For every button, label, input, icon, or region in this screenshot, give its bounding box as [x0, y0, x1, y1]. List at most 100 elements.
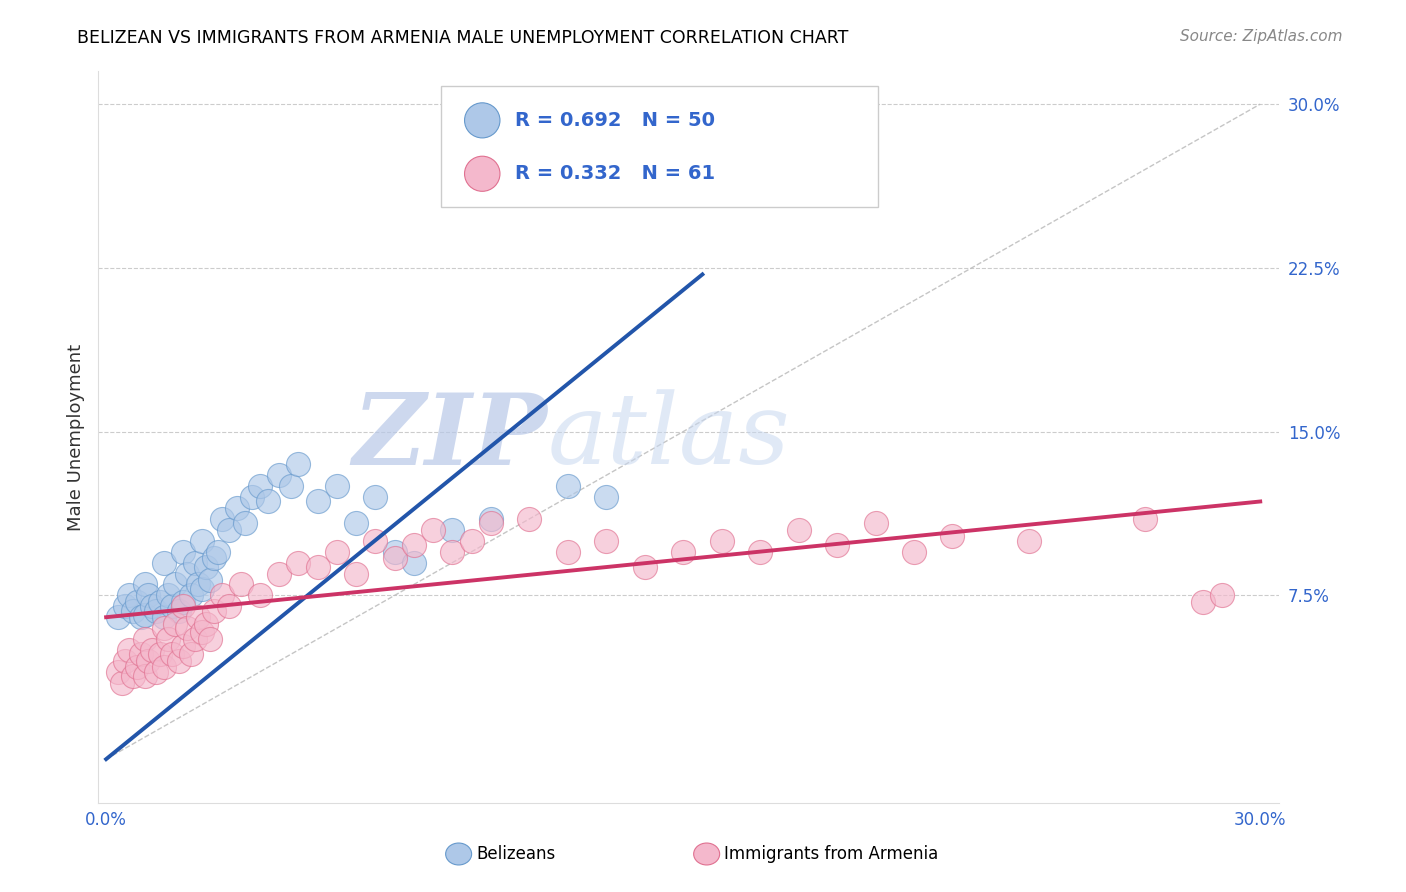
- Point: [229, 577, 252, 591]
- Point: [749, 545, 772, 559]
- Point: [138, 588, 160, 602]
- Point: [941, 529, 963, 543]
- Point: [176, 566, 198, 581]
- Point: [384, 545, 406, 559]
- Point: [256, 494, 278, 508]
- Point: [114, 599, 136, 614]
- Point: [198, 632, 221, 646]
- Point: [167, 654, 190, 668]
- Point: [402, 538, 425, 552]
- Point: [226, 501, 249, 516]
- Point: [249, 479, 271, 493]
- Point: [269, 468, 291, 483]
- Ellipse shape: [464, 103, 501, 138]
- Point: [364, 533, 387, 548]
- Point: [172, 595, 194, 609]
- Point: [269, 566, 291, 581]
- Point: [149, 648, 172, 662]
- Point: [1191, 595, 1213, 609]
- Ellipse shape: [464, 156, 501, 191]
- Point: [422, 523, 444, 537]
- Point: [122, 604, 145, 618]
- Point: [129, 648, 152, 662]
- Point: [110, 675, 132, 690]
- Point: [141, 599, 163, 614]
- Point: [195, 616, 218, 631]
- Point: [211, 588, 233, 602]
- Text: R = 0.692   N = 50: R = 0.692 N = 50: [516, 111, 716, 130]
- Point: [240, 490, 263, 504]
- Point: [364, 490, 387, 504]
- Point: [195, 560, 218, 574]
- Point: [479, 516, 502, 531]
- Point: [384, 551, 406, 566]
- Point: [202, 551, 225, 566]
- Point: [165, 577, 187, 591]
- Point: [129, 610, 152, 624]
- Point: [125, 660, 148, 674]
- Y-axis label: Male Unemployment: Male Unemployment: [66, 343, 84, 531]
- Point: [441, 523, 464, 537]
- Point: [865, 516, 887, 531]
- Point: [107, 610, 129, 624]
- FancyBboxPatch shape: [441, 86, 877, 207]
- Point: [595, 533, 617, 548]
- Point: [141, 643, 163, 657]
- Text: Belizeans: Belizeans: [477, 845, 555, 863]
- Point: [402, 556, 425, 570]
- Point: [107, 665, 129, 679]
- Point: [118, 588, 141, 602]
- Point: [183, 556, 205, 570]
- Point: [172, 639, 194, 653]
- Point: [145, 604, 167, 618]
- Text: atlas: atlas: [547, 390, 790, 484]
- Point: [595, 490, 617, 504]
- Point: [172, 599, 194, 614]
- Point: [165, 616, 187, 631]
- Point: [172, 545, 194, 559]
- Point: [326, 479, 349, 493]
- Point: [344, 566, 367, 581]
- Point: [787, 523, 810, 537]
- Point: [187, 610, 209, 624]
- Point: [344, 516, 367, 531]
- Point: [903, 545, 925, 559]
- Point: [460, 533, 482, 548]
- Text: R = 0.332   N = 61: R = 0.332 N = 61: [516, 164, 716, 183]
- Point: [180, 588, 202, 602]
- Point: [557, 479, 579, 493]
- Point: [1133, 512, 1156, 526]
- Point: [118, 643, 141, 657]
- Point: [280, 479, 302, 493]
- Point: [326, 545, 349, 559]
- Point: [156, 588, 179, 602]
- Point: [517, 512, 540, 526]
- Point: [479, 512, 502, 526]
- Point: [441, 545, 464, 559]
- Point: [287, 458, 309, 472]
- Text: Source: ZipAtlas.com: Source: ZipAtlas.com: [1180, 29, 1343, 44]
- Text: Immigrants from Armenia: Immigrants from Armenia: [724, 845, 939, 863]
- Point: [218, 599, 240, 614]
- Point: [287, 556, 309, 570]
- Point: [672, 545, 695, 559]
- Point: [122, 669, 145, 683]
- Text: ZIP: ZIP: [353, 389, 547, 485]
- Point: [307, 494, 329, 508]
- Point: [191, 582, 214, 596]
- Point: [1018, 533, 1040, 548]
- Point: [180, 648, 202, 662]
- Point: [191, 625, 214, 640]
- Ellipse shape: [446, 843, 471, 865]
- Point: [160, 599, 183, 614]
- Point: [176, 621, 198, 635]
- Point: [825, 538, 848, 552]
- Point: [198, 573, 221, 587]
- Point: [233, 516, 256, 531]
- Point: [187, 577, 209, 591]
- Point: [1211, 588, 1233, 602]
- Point: [153, 660, 176, 674]
- Point: [134, 669, 156, 683]
- Point: [218, 523, 240, 537]
- Point: [149, 595, 172, 609]
